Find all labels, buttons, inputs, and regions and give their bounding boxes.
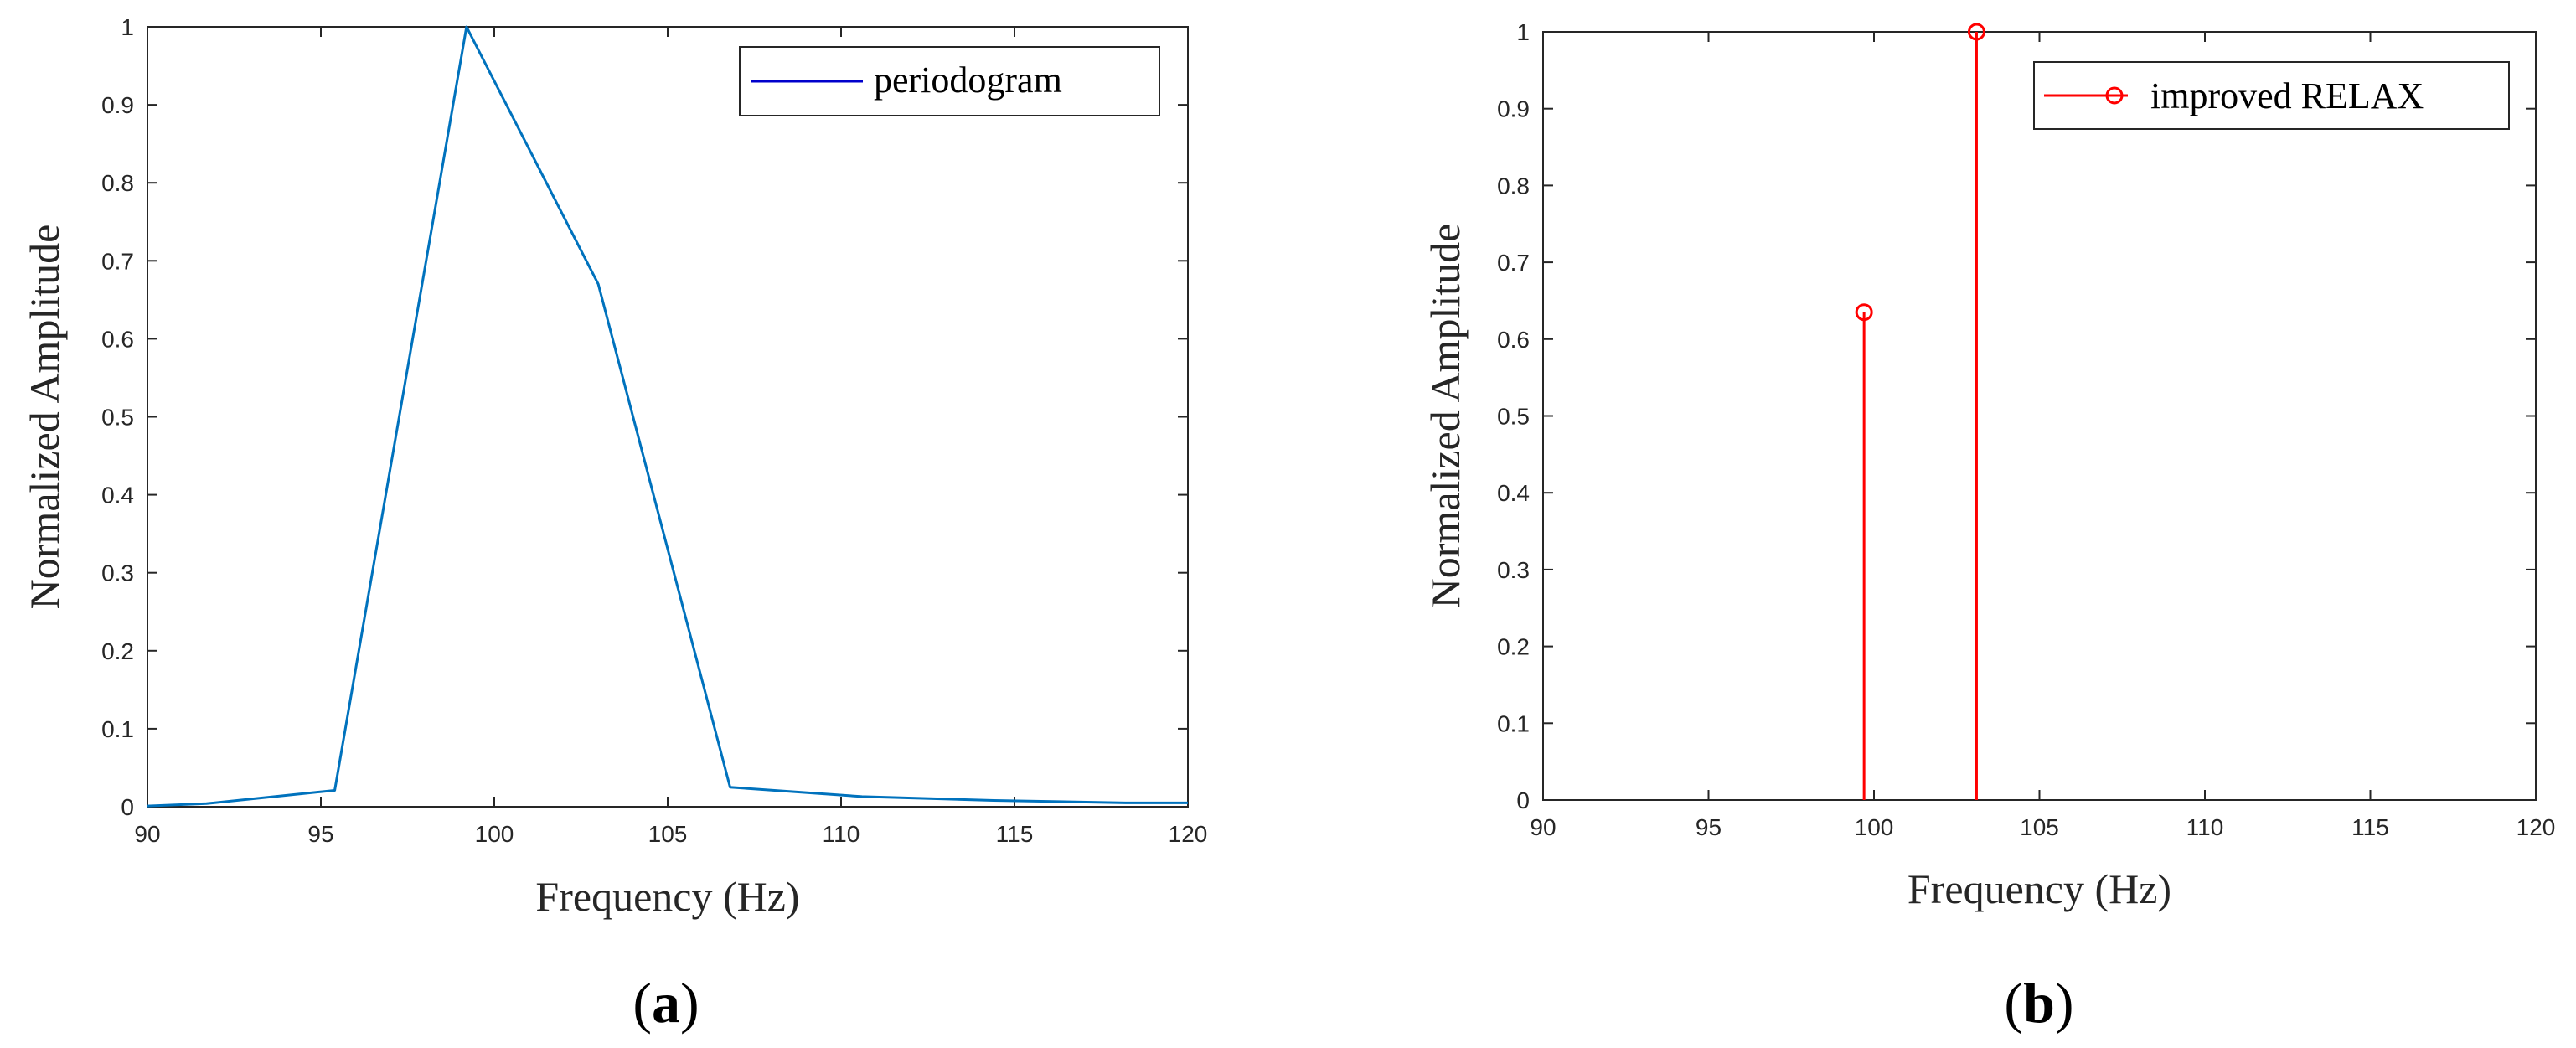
y-tick-label: 0.9 [1497,96,1530,122]
legend-label: periodogram [874,59,1062,101]
y-axis-label: Normalized Amplitude [21,225,68,610]
caption-paren-close: ) [2055,971,2074,1035]
legend-swatch-marker [2105,86,2124,105]
x-axis-label: Frequency (Hz) [1907,865,2171,912]
x-tick-label: 95 [307,821,333,847]
legend-label: improved RELAX [2150,75,2424,116]
y-tick-label: 0 [121,794,134,820]
y-tick-label: 0.9 [101,92,134,118]
x-tick-label: 90 [1530,814,1556,840]
y-tick-label: 0.2 [101,638,134,664]
x-tick-label: 110 [2186,814,2224,840]
x-tick-label: 100 [1855,814,1894,840]
y-tick-label: 0.8 [101,170,134,196]
y-tick-label: 0.6 [101,326,134,352]
y-tick-label: 0.5 [101,405,134,431]
caption-paren-open: ( [2004,971,2023,1035]
y-tick-label: 0.5 [1497,404,1530,430]
y-tick-label: 0.2 [1497,634,1530,660]
x-tick-label: 120 [1169,821,1208,847]
y-tick-label: 1 [121,14,134,40]
y-tick-label: 0.4 [1497,480,1530,506]
x-tick-label: 120 [2517,814,2556,840]
panel-caption: (a) [632,971,699,1035]
chart-panel-b: 90 95 100 105 110 115 120 0 0.1 0.2 0.3 0.4 0.5 0.6 0.… [1422,19,2555,1035]
series-line-periodogram [147,25,1188,808]
y-tick-label: 1 [1516,19,1530,45]
chart-panel-a: 90 95 100 105 110 115 120 0 0.1 0.2 0.3 0.4 0.5 0.6 0.… [21,14,1207,1035]
y-tick-label: 0.7 [101,248,134,274]
y-tick-label: 0.6 [1497,327,1530,353]
legend: improved RELAX [2033,61,2510,130]
y-tick-label: 0.1 [101,716,134,742]
y-axis-label: Normalized Amplitude [1422,224,1469,609]
x-tick-label: 115 [996,821,1034,847]
x-tick-label: 95 [1696,814,1722,840]
y-tick-label: 0 [1516,787,1530,813]
x-axis-label: Frequency (Hz) [535,873,799,920]
caption-paren-close: ) [680,971,699,1035]
stem-marker [1967,23,1985,41]
x-tick-label: 100 [475,821,514,847]
y-tick-label: 0.4 [101,483,134,509]
x-tick-label: 110 [823,821,860,847]
x-tick-label: 115 [2351,814,2389,840]
panel-caption: (b) [2004,971,2073,1035]
stem-marker [1855,303,1873,322]
x-tick-label: 90 [134,821,160,847]
y-tick-label: 0.3 [101,560,134,586]
y-tick-label: 0.3 [1497,557,1530,583]
x-tick-label: 105 [2020,814,2059,840]
caption-paren-open: ( [632,971,652,1035]
plot-area [147,26,1189,808]
plot-area [1542,31,2537,801]
legend: periodogram [739,46,1160,116]
x-tick-label: 105 [648,821,688,847]
y-tick-label: 0.1 [1497,710,1530,736]
y-tick-label: 0.7 [1497,250,1530,276]
caption-letter: a [652,971,680,1035]
caption-letter: b [2023,971,2055,1035]
y-tick-label: 0.8 [1497,173,1530,199]
